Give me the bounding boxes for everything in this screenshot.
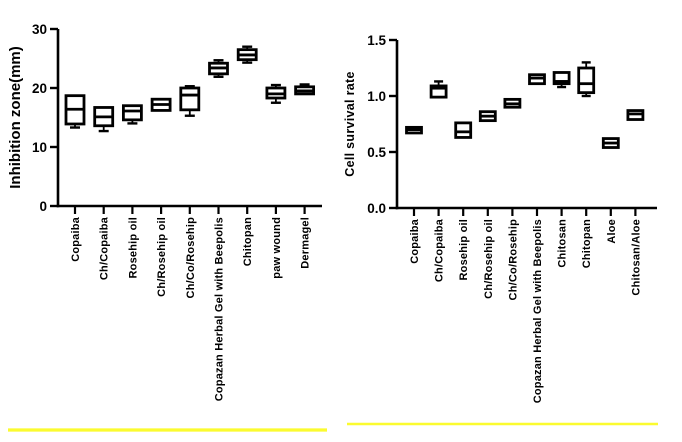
category-label: Rosehip oil — [127, 217, 139, 278]
category-label: paw wound — [271, 217, 283, 279]
y-tick-label: 0.0 — [367, 201, 386, 216]
category-label: Ch/Co/Rosehip — [185, 217, 197, 299]
category-label: Ch/Rosehip oil — [156, 217, 168, 297]
box-rect — [122, 104, 143, 122]
y-tick-label: 10 — [32, 140, 47, 155]
category-label: Ch/Co/Rosehip — [507, 219, 519, 301]
y-tick-label: 0.5 — [367, 145, 386, 160]
category-label: Copaiba — [70, 216, 82, 261]
box-rect — [577, 66, 596, 95]
y-axis-title: Cell survival rate — [343, 71, 357, 176]
category-label: Copazan Herbal Gel with Beepolis — [214, 217, 226, 401]
y-tick-label: 30 — [32, 22, 47, 37]
category-label: Chitosan — [557, 219, 569, 268]
category-label: Chitopan — [581, 219, 593, 268]
y-tick-label: 1.0 — [367, 89, 386, 104]
right-panel: 0.0 0.5 1.0 1.5 Cell survival rate Copaiba Ch/… — [341, 0, 682, 442]
category-label: Copaiba — [409, 218, 421, 263]
inhibition-zone-boxplot: 0 10 20 30 Inhibition zone(mm) Copaiba Ch/Copa… — [7, 22, 327, 432]
category-label: Ch/Copaiba — [434, 218, 446, 282]
box-rect — [429, 84, 448, 99]
y-tick-label: 20 — [32, 81, 47, 96]
category-label: Chitopan — [242, 217, 254, 266]
category-label: Ch/Rosehip oil — [483, 219, 495, 299]
left-panel: 0 10 20 30 Inhibition zone(mm) Copaiba Ch/Copa… — [7, 22, 327, 432]
box-rect — [552, 71, 571, 86]
cell-survival-boxplot: 0.0 0.5 1.0 1.5 Cell survival rate Copaiba Ch/… — [343, 33, 658, 426]
box-rect — [454, 121, 473, 139]
category-label: Aloe — [606, 219, 618, 244]
category-label: Rosehip oil — [458, 219, 470, 280]
category-label: Ch/Copaiba — [99, 216, 111, 280]
category-label: Copazan Herbal Gel with Beepolis — [532, 219, 544, 403]
category-label: Dermagel — [300, 217, 312, 269]
category-label: Chitosan/Aloe — [630, 219, 642, 296]
y-tick-label: 0 — [39, 199, 47, 214]
y-axis-title: Inhibition zone(mm) — [7, 46, 24, 188]
y-tick-label: 1.5 — [367, 33, 386, 48]
box-rect — [179, 86, 201, 112]
